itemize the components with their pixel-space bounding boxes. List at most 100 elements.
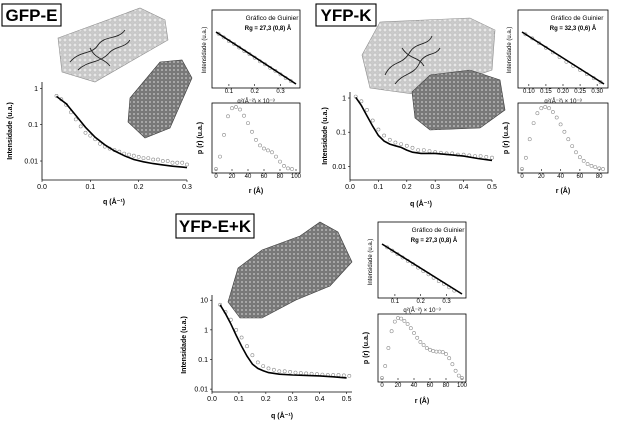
data-point (547, 106, 551, 111)
data-point (535, 111, 540, 116)
data-point (234, 327, 239, 332)
data-point (383, 364, 388, 368)
data-point (380, 376, 384, 380)
xtick-label: 0.3 (276, 89, 285, 95)
xtick-label: 0.25 (574, 89, 586, 95)
data-point (574, 150, 578, 155)
data-point (218, 302, 223, 307)
ytick-label: 0.1 (336, 130, 346, 137)
xtick-label: 0.0 (207, 396, 217, 403)
data-point (412, 331, 416, 335)
data-point (531, 121, 536, 126)
data-point (218, 154, 222, 159)
fit-line (381, 243, 463, 295)
data-point (226, 114, 230, 119)
data-point (304, 371, 309, 376)
ytick-label: 1 (342, 96, 346, 103)
xtick-label: 0.4 (315, 396, 325, 403)
data-point (581, 158, 586, 163)
xtick-label: 40 (411, 383, 418, 389)
rg-yfp-k: Rg = 32,3 (0,6) Å (550, 25, 597, 32)
ytick-label: 0.1 (198, 357, 208, 364)
data-point (460, 376, 464, 380)
ytick-label: 0.01 (194, 387, 208, 394)
data-point (447, 356, 452, 361)
xtick-label: 0.1 (234, 396, 244, 403)
data-point (478, 154, 483, 159)
ylabel-yfp-k-guinier: Intensidade (u.a.) (507, 27, 513, 74)
xtick-label: 0.5 (342, 396, 352, 403)
data-point (382, 133, 387, 138)
data-point (578, 155, 582, 160)
xtick-label: 0.3 (442, 299, 451, 305)
data-point (258, 143, 262, 148)
data-point (402, 319, 407, 323)
data-point (593, 165, 598, 170)
data-point (336, 373, 341, 377)
data-point (255, 360, 260, 365)
xtick-label: 0.1 (391, 299, 400, 305)
xtick-label: 0.0 (37, 184, 47, 191)
rg-gfp-e: Rg = 27,3 (0,8) Å (245, 25, 292, 32)
xlabel-gfp-e-guinier: q²(Å⁻²) × 10⁻³ (237, 98, 274, 105)
xlabel-gfp-e-pr: r (Å) (249, 186, 263, 195)
data-point (392, 319, 397, 324)
ylabel-yfp-ek-guinier: Intensidade (u.a.) (368, 239, 374, 286)
data-point (389, 329, 394, 334)
plot-area-gfp-e-saxs: 0.0 0.1 0.2 0.3 0.01 0.1 1 (24, 86, 192, 191)
fit-line (355, 96, 493, 162)
data-point (387, 137, 392, 142)
data-point (456, 373, 461, 378)
label-box-yfp-ek (175, 213, 255, 239)
xtick-label: 40 (245, 174, 252, 180)
xtick-label: 0.3 (288, 396, 298, 403)
chart-gfp-e-saxs: Intensidade (u.a.) q (Å⁻¹) 0.0 0.1 0.2 0.30… (7, 82, 192, 206)
title-gfp-e-guinier: Gráfico de Guinier (246, 15, 300, 22)
xtick-label: 0 (214, 174, 218, 180)
xtick-label: 0.3 (182, 184, 192, 191)
data-point (376, 127, 381, 132)
chart-yfp-ek-pr: p (r) (u.a.) r (Å) 0 20 40 60 80 100 (363, 313, 468, 405)
ytick-label: 0.01 (24, 159, 38, 166)
xtick-label: 0.1 (225, 89, 234, 95)
ytick-label: 1 (34, 86, 38, 93)
label-yfp-ek: YFP-E+K (179, 217, 252, 236)
chart-yfp-k-guinier: Gráfico de Guinier Rg = 32,3 (0,6) Å Int… (507, 9, 609, 105)
ylabel-yfp-k-saxs: Intensidade (u.a.) (322, 107, 329, 165)
ytick-label: 0.1 (28, 122, 38, 129)
data-point (554, 115, 559, 120)
data-point (288, 369, 293, 374)
label-gfp-e: GFP-E (6, 6, 58, 25)
data-point (266, 366, 271, 371)
data-point (597, 166, 602, 171)
xtick-label: 0.2 (261, 396, 271, 403)
xtick-label: 0.2 (417, 299, 426, 305)
data-point (444, 352, 448, 356)
data-point (54, 94, 59, 98)
data-point (424, 346, 429, 350)
xtick-label: 100 (291, 174, 302, 180)
xtick-label: 0.2 (402, 184, 412, 191)
ylabel-yfp-ek-pr: p (r) (u.a.) (363, 332, 370, 364)
data-point (484, 154, 489, 159)
data-point (453, 368, 458, 373)
plot-area-yfp-ek-saxs: 0.0 0.1 0.2 0.3 0.4 0.5 0.01 0.1 1 10 (194, 298, 351, 403)
data-point (298, 371, 303, 375)
ytick-label: 10 (200, 298, 208, 305)
label-box-yfp-k (315, 3, 377, 27)
xtick-label: 60 (577, 174, 584, 180)
data-point (370, 118, 375, 123)
data-point (180, 160, 185, 165)
xtick-label: 0.0 (345, 184, 355, 191)
data-point (242, 113, 246, 118)
data-point (262, 146, 266, 151)
data-point (214, 167, 218, 171)
label-yfp-k: YFP-K (321, 6, 373, 25)
plot-area-gfp-e-pr: 0 20 40 60 80 100 (214, 105, 302, 180)
chart-gfp-e-guinier: Gráfico de Guinier Rg = 27,3 (0,8) Å Int… (202, 9, 301, 105)
xtick-label: 0.4 (459, 184, 469, 191)
xtick-label: 60 (261, 174, 268, 180)
bead-model-yfp-ek (227, 221, 353, 319)
bead-model-yfp-k (411, 69, 506, 131)
data-point (440, 350, 445, 355)
